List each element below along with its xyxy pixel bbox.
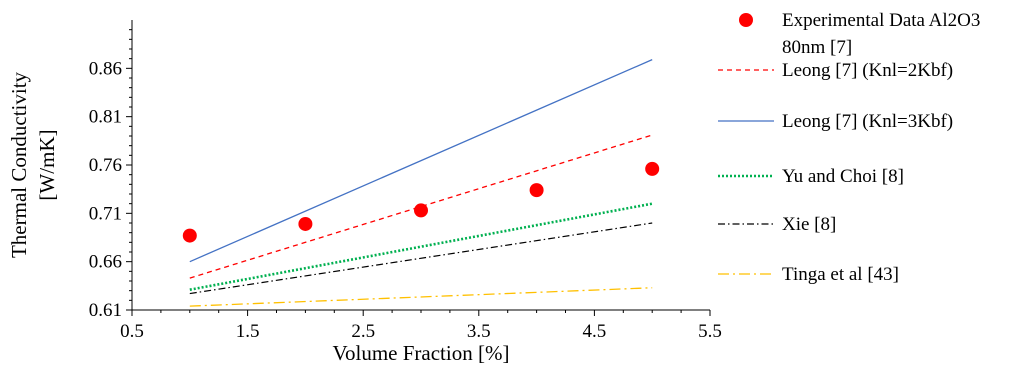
y-tick-label: 0.66: [89, 252, 122, 273]
y-tick-label: 0.86: [89, 58, 122, 79]
legend-entry: Tinga et al [43]: [718, 264, 899, 285]
legend-label: Leong [7] (Knl=3Kbf): [782, 111, 953, 132]
series-line: [189, 222, 653, 295]
data-point: [645, 161, 660, 176]
x-axis-title: Volume Fraction [%]: [333, 341, 510, 365]
data-point: [182, 228, 197, 243]
legend-entry: Leong [7] (Knl=3Kbf): [718, 111, 953, 132]
series-line: [189, 59, 653, 263]
y-tick-label: 0.81: [89, 107, 122, 128]
data-point: [529, 183, 544, 198]
y-tick-label: 0.76: [89, 155, 122, 176]
legend-label: Xie [8]: [782, 214, 836, 235]
legend-label: Yu and Choi [8]: [782, 166, 904, 187]
legend-entry: Experimental Data Al2O3 80nm [7]: [739, 10, 980, 58]
legend-label: Tinga et al [43]: [782, 264, 899, 285]
y-axis-title-text: Thermal Conductivity [W/mK]: [7, 71, 59, 258]
x-tick-label: 1.5: [236, 321, 260, 342]
legend-label: 80nm [7]: [782, 37, 852, 58]
y-axis-title-line: Thermal Conductivity: [7, 71, 31, 258]
data-point: [414, 203, 428, 218]
plot-area: [182, 59, 660, 307]
x-tick-label: 0.5: [120, 321, 144, 342]
x-tick-label: 3.5: [467, 321, 491, 342]
y-axis-title-line: [W/mK]: [35, 129, 59, 200]
x-tick-label: 4.5: [583, 321, 607, 342]
legend-entry: Yu and Choi [8]: [718, 166, 904, 187]
axes: 0.61 0.66 0.71 0.76 0.81 0.86 0.5 1.5 2.5 3.5 4.5 5…: [7, 20, 722, 365]
legend-entry: Leong [7] (Knl=2Kbf): [718, 60, 953, 81]
y-axis-title: Thermal Conductivity [W/mK]: [7, 71, 59, 258]
series-line: [189, 287, 653, 307]
legend-marker: [739, 13, 753, 27]
y-tick-label: 0.71: [89, 203, 122, 224]
y-tick-label: 0.61: [89, 300, 122, 321]
legend-entry: Xie [8]: [718, 214, 836, 235]
legend-label: Leong [7] (Knl=2Kbf): [782, 60, 953, 81]
x-tick-label: 2.5: [351, 321, 375, 342]
x-tick-label: 5.5: [698, 321, 722, 342]
legend-label: Experimental Data Al2O3: [782, 10, 980, 31]
data-point: [298, 216, 313, 231]
